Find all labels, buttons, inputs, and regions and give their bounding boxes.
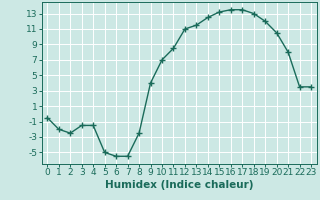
X-axis label: Humidex (Indice chaleur): Humidex (Indice chaleur) bbox=[105, 180, 253, 190]
